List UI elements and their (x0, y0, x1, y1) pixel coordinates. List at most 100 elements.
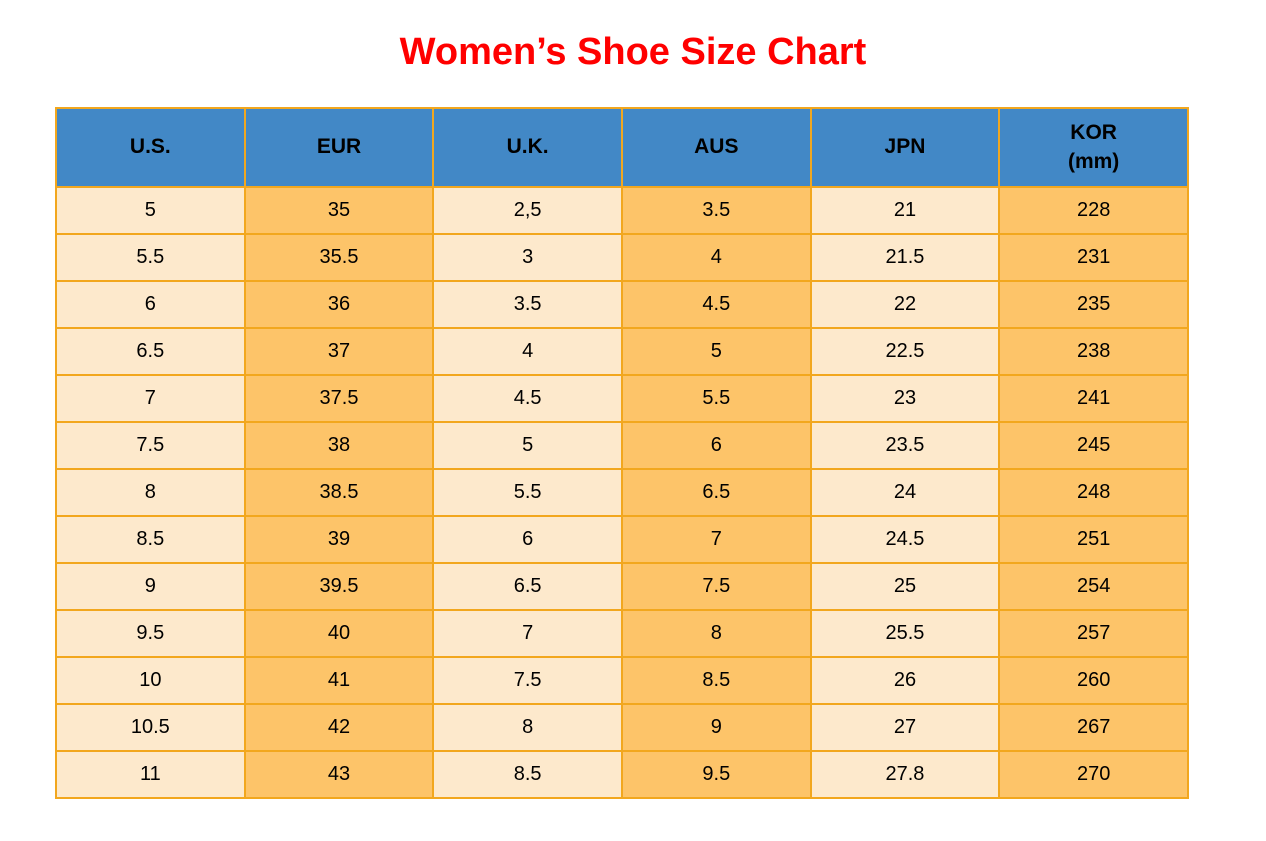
cell-kor: 235 (998, 280, 1189, 329)
cell-kor: 241 (998, 374, 1189, 423)
cell-aus: 9.5 (620, 750, 812, 799)
cell-jpn: 27.8 (809, 750, 1001, 799)
cell-kor: 248 (998, 468, 1189, 517)
cell-eur: 35.5 (243, 233, 435, 282)
cell-uk: 8.5 (432, 750, 623, 799)
cell-jpn: 22 (809, 280, 1001, 329)
column-header-aus: AUS (620, 107, 812, 188)
cell-jpn: 23 (809, 374, 1001, 423)
cell-us: 10 (55, 656, 246, 705)
column-header-kor: KOR (mm) (998, 107, 1189, 188)
cell-uk: 5 (432, 421, 623, 470)
table-row: 5.5 35.5 3 4 21.5 231 (55, 233, 1189, 282)
cell-aus: 4 (620, 233, 812, 282)
cell-aus: 3.5 (620, 186, 812, 235)
cell-jpn: 25 (809, 562, 1001, 611)
cell-aus: 6 (620, 421, 812, 470)
cell-us: 8.5 (55, 515, 246, 564)
table-row: 10 41 7.5 8.5 26 260 (55, 656, 1189, 705)
cell-us: 10.5 (55, 703, 246, 752)
cell-jpn: 23.5 (809, 421, 1001, 470)
cell-aus: 4.5 (620, 280, 812, 329)
column-header-jpn: JPN (809, 107, 1001, 188)
column-header-us: U.S. (55, 107, 246, 188)
cell-uk: 4.5 (432, 374, 623, 423)
cell-uk: 4 (432, 327, 623, 376)
cell-uk: 3.5 (432, 280, 623, 329)
cell-uk: 3 (432, 233, 623, 282)
table-row: 10.5 42 8 9 27 267 (55, 703, 1189, 752)
cell-kor: 251 (998, 515, 1189, 564)
column-header-label: U.K. (506, 135, 549, 159)
cell-eur: 37.5 (243, 374, 435, 423)
cell-eur: 43 (243, 750, 435, 799)
cell-kor: 228 (998, 186, 1189, 235)
cell-us: 6 (55, 280, 246, 329)
table-row: 9.5 40 7 8 25.5 257 (55, 609, 1189, 658)
table-row: 9 39.5 6.5 7.5 25 254 (55, 562, 1189, 611)
cell-us: 8 (55, 468, 246, 517)
cell-us: 5.5 (55, 233, 246, 282)
column-header-uk: U.K. (432, 107, 623, 188)
column-header-label: U.S. (129, 135, 171, 159)
cell-eur: 42 (243, 703, 435, 752)
cell-eur: 38 (243, 421, 435, 470)
table-row: 7 37.5 4.5 5.5 23 241 (55, 374, 1189, 423)
cell-eur: 38.5 (243, 468, 435, 517)
cell-aus: 7 (620, 515, 812, 564)
cell-jpn: 22.5 (809, 327, 1001, 376)
cell-eur: 35 (243, 186, 435, 235)
column-header-eur: EUR (243, 107, 435, 188)
cell-us: 6.5 (55, 327, 246, 376)
table-row: 6.5 37 4 5 22.5 238 (55, 327, 1189, 376)
column-header-label: EUR (316, 135, 362, 159)
cell-aus: 7.5 (620, 562, 812, 611)
cell-kor: 257 (998, 609, 1189, 658)
table-row: 6 36 3.5 4.5 22 235 (55, 280, 1189, 329)
cell-eur: 40 (243, 609, 435, 658)
cell-aus: 6.5 (620, 468, 812, 517)
cell-jpn: 24.5 (809, 515, 1001, 564)
cell-us: 9.5 (55, 609, 246, 658)
cell-aus: 8.5 (620, 656, 812, 705)
table-header-row: U.S. EUR U.K. AUS JPN KOR (mm) (55, 107, 1189, 188)
cell-eur: 37 (243, 327, 435, 376)
cell-us: 7 (55, 374, 246, 423)
cell-aus: 9 (620, 703, 812, 752)
cell-us: 11 (55, 750, 246, 799)
cell-kor: 260 (998, 656, 1189, 705)
cell-aus: 5.5 (620, 374, 812, 423)
column-header-label: KOR (1070, 121, 1117, 145)
cell-kor: 231 (998, 233, 1189, 282)
cell-us: 9 (55, 562, 246, 611)
shoe-size-table: U.S. EUR U.K. AUS JPN KOR (mm) 5 35 2,5 … (55, 107, 1189, 799)
cell-jpn: 21 (809, 186, 1001, 235)
cell-uk: 5.5 (432, 468, 623, 517)
column-header-label: JPN (884, 135, 926, 159)
cell-kor: 238 (998, 327, 1189, 376)
table-row: 7.5 38 5 6 23.5 245 (55, 421, 1189, 470)
cell-us: 7.5 (55, 421, 246, 470)
cell-aus: 5 (620, 327, 812, 376)
table-row: 8 38.5 5.5 6.5 24 248 (55, 468, 1189, 517)
column-header-unit: (mm) (1067, 149, 1120, 173)
cell-eur: 39.5 (243, 562, 435, 611)
cell-uk: 2,5 (432, 186, 623, 235)
cell-uk: 6.5 (432, 562, 623, 611)
cell-jpn: 24 (809, 468, 1001, 517)
cell-kor: 254 (998, 562, 1189, 611)
table-row: 8.5 39 6 7 24.5 251 (55, 515, 1189, 564)
column-header-label: AUS (694, 135, 739, 159)
cell-kor: 267 (998, 703, 1189, 752)
cell-uk: 8 (432, 703, 623, 752)
cell-jpn: 27 (809, 703, 1001, 752)
page-title: Women’s Shoe Size Chart (399, 31, 867, 73)
cell-kor: 245 (998, 421, 1189, 470)
cell-aus: 8 (620, 609, 812, 658)
cell-eur: 36 (243, 280, 435, 329)
cell-eur: 39 (243, 515, 435, 564)
cell-uk: 7 (432, 609, 623, 658)
cell-us: 5 (55, 186, 246, 235)
cell-eur: 41 (243, 656, 435, 705)
